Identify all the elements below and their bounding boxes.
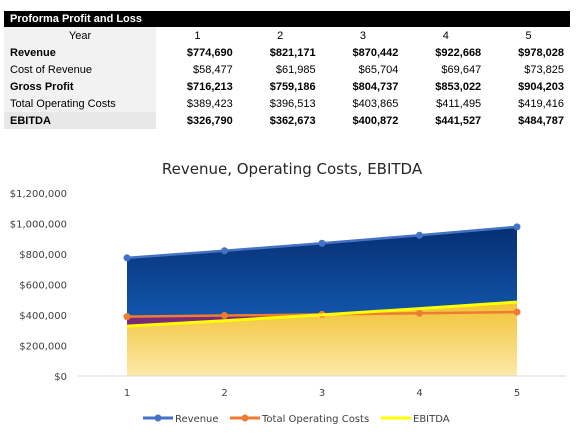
y-tick-label: $200,000 bbox=[19, 342, 67, 353]
table-cell: $400,872 bbox=[352, 114, 399, 127]
table-row-revenue: Revenue $774,690 $821,171 $870,442 $922,… bbox=[4, 44, 570, 61]
legend-label: Total Operating Costs bbox=[261, 414, 369, 425]
table-cell: $804,737 bbox=[352, 80, 399, 93]
table-cell: $69,647 bbox=[441, 63, 482, 76]
x-tick-label: 4 bbox=[416, 388, 422, 399]
table-cell: $403,865 bbox=[352, 97, 399, 110]
data-point bbox=[221, 312, 228, 320]
table-row-cost-of-revenue: Cost of Revenue $58,477 $61,985 $65,704 … bbox=[4, 61, 570, 78]
row-label: EBITDA bbox=[4, 112, 156, 129]
y-tick-label: $800,000 bbox=[19, 250, 67, 261]
table-cell: $922,668 bbox=[435, 46, 482, 59]
row-label: Cost of Revenue bbox=[4, 61, 156, 78]
header-year-1: 1 bbox=[194, 29, 201, 42]
table-cell: $411,495 bbox=[436, 97, 482, 110]
data-point bbox=[318, 239, 326, 247]
table-cell: $853,022 bbox=[435, 80, 482, 93]
legend-label: EBITDA bbox=[413, 414, 450, 425]
legend-label: Revenue bbox=[175, 414, 219, 425]
ebitda-area bbox=[127, 302, 517, 376]
table-cell: $716,213 bbox=[186, 80, 233, 93]
data-point bbox=[221, 247, 228, 255]
series-line bbox=[126, 300, 518, 328]
x-tick-label: 5 bbox=[514, 388, 520, 399]
x-tick-label: 2 bbox=[221, 388, 227, 399]
table-cell: $821,171 bbox=[269, 46, 316, 59]
table-cell: $978,028 bbox=[518, 46, 564, 59]
table-cell: $65,704 bbox=[358, 63, 399, 76]
table-cell: $61,985 bbox=[275, 63, 316, 76]
row-label: Total Operating Costs bbox=[4, 95, 156, 112]
data-point bbox=[123, 313, 131, 321]
table-cell: $389,423 bbox=[186, 97, 233, 110]
header-year-4: 4 bbox=[442, 29, 449, 42]
data-point bbox=[513, 223, 521, 231]
data-point bbox=[513, 308, 521, 316]
table-cell: $326,790 bbox=[186, 114, 233, 127]
header-year-3: 3 bbox=[359, 29, 367, 42]
legend-marker bbox=[241, 414, 249, 422]
y-tick-label: $400,000 bbox=[19, 311, 67, 322]
table-cell: $774,690 bbox=[186, 46, 233, 59]
profit-loss-table: Year 1 2 3 4 5 Revenue $774,690 $821,171… bbox=[4, 27, 570, 129]
x-tick-label: 3 bbox=[319, 388, 325, 399]
table-row-ebitda: EBITDA $326,790 $362,673 $400,872 $441,5… bbox=[4, 112, 570, 129]
table-row-operating-costs: Total Operating Costs $389,423 $396,513 … bbox=[4, 95, 570, 112]
table-cell: $362,673 bbox=[269, 114, 316, 127]
y-tick-label: $1,200,000 bbox=[10, 189, 67, 200]
table-cell: $870,442 bbox=[352, 46, 399, 59]
row-label: Revenue bbox=[4, 44, 156, 61]
table-cell: $904,203 bbox=[518, 80, 564, 93]
area-chart: Revenue, Operating Costs, EBITDA $0 $200,… bbox=[10, 160, 566, 425]
header-label: Year bbox=[4, 27, 156, 44]
chart-title: Revenue, Operating Costs, EBITDA bbox=[162, 160, 423, 178]
table-cell: $419,416 bbox=[518, 97, 564, 110]
y-tick-label: $1,000,000 bbox=[10, 220, 67, 231]
table-cell: $441,527 bbox=[435, 114, 482, 127]
x-tick-label: 1 bbox=[124, 388, 130, 399]
table-cell: $396,513 bbox=[269, 97, 316, 110]
legend-marker bbox=[154, 414, 162, 422]
table-cell: $58,477 bbox=[193, 63, 233, 76]
header-year-5: 5 bbox=[525, 29, 532, 42]
row-label: Gross Profit bbox=[4, 78, 156, 95]
table-title: Proforma Profit and Loss bbox=[4, 11, 570, 27]
header-year-2: 2 bbox=[277, 29, 284, 42]
table-row-gross-profit: Gross Profit $716,213 $759,186 $804,737 … bbox=[4, 78, 570, 95]
data-point bbox=[416, 231, 423, 239]
table-cell: $484,787 bbox=[518, 114, 564, 127]
table-header-row: Year 1 2 3 4 5 bbox=[4, 27, 570, 44]
table-cell: $73,825 bbox=[524, 63, 564, 76]
y-tick-label: $600,000 bbox=[19, 281, 67, 292]
y-tick-label: $0 bbox=[54, 372, 67, 383]
data-point bbox=[416, 309, 423, 317]
data-point bbox=[123, 254, 131, 262]
table-cell: $759,186 bbox=[269, 80, 316, 93]
